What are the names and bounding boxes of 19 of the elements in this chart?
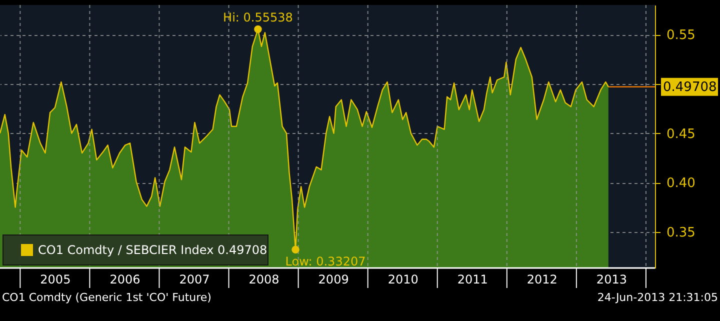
y-tick-label: 0.45 (666, 126, 696, 142)
x-tick-label: 2013 (596, 272, 627, 286)
ref-line-label: 0.49708 (663, 80, 717, 95)
x-tick-label: 2010 (388, 272, 418, 286)
x-tick-label: 2006 (110, 272, 140, 286)
x-tick-label: 2012 (526, 272, 558, 286)
annotation: Low: 0.33207 (285, 254, 366, 269)
annotation: Hi: 0.55538 (223, 10, 293, 24)
x-tick-label: 2009 (318, 272, 349, 286)
y-tick-label: 0.55 (666, 28, 696, 44)
text: 24-Jun-2013 21:31:05 (597, 291, 718, 304)
x-tick-label: 2008 (248, 272, 280, 286)
text: CO1 Comdty (Generic 1st 'CO' Future) (2, 291, 212, 304)
x-tick-label: 2011 (457, 272, 488, 286)
y-tick-label: 0.40 (666, 176, 696, 192)
x-tick-label: 2005 (40, 272, 71, 286)
y-tick-label: 0.35 (666, 225, 696, 240)
legend-label: CO1 Comdty / SEBCIER Index 0.49708 (38, 243, 268, 257)
x-tick-label: 2007 (179, 272, 210, 286)
